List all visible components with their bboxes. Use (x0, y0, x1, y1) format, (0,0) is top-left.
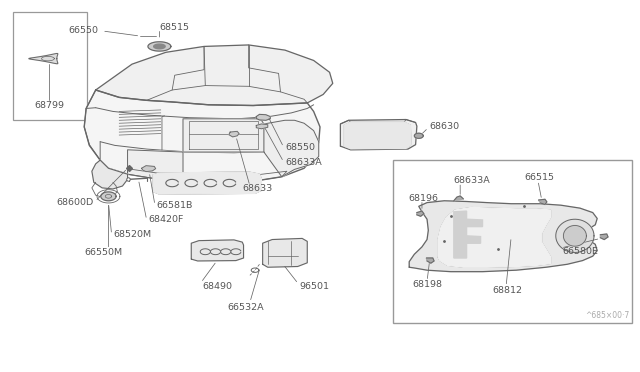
Text: 68600D: 68600D (56, 198, 94, 207)
Polygon shape (454, 211, 483, 258)
Bar (13, 13, 88, 119)
Text: 66580E: 66580E (562, 247, 598, 256)
Polygon shape (417, 211, 424, 216)
Bar (394, 160, 632, 323)
Polygon shape (256, 124, 268, 129)
Text: 68630: 68630 (429, 122, 460, 131)
Polygon shape (414, 133, 423, 138)
Polygon shape (229, 131, 239, 137)
Text: 96501: 96501 (300, 282, 330, 291)
Text: 68515: 68515 (159, 23, 189, 32)
Text: 68799: 68799 (34, 101, 64, 110)
Text: ^685×00·7: ^685×00·7 (585, 311, 629, 320)
Text: 68420F: 68420F (148, 215, 183, 224)
Polygon shape (563, 225, 586, 246)
Text: 66550: 66550 (68, 26, 99, 35)
Polygon shape (92, 160, 127, 189)
Polygon shape (556, 219, 594, 253)
Polygon shape (262, 238, 307, 267)
Polygon shape (153, 172, 261, 194)
Text: 68812: 68812 (492, 286, 522, 295)
Text: 68520M: 68520M (113, 230, 151, 239)
Polygon shape (600, 234, 608, 240)
Text: 66515: 66515 (524, 173, 554, 182)
Polygon shape (183, 119, 264, 152)
Text: 68198: 68198 (412, 280, 442, 289)
Polygon shape (101, 192, 116, 201)
Text: 68196: 68196 (408, 195, 438, 203)
Polygon shape (84, 90, 320, 183)
Text: 68490: 68490 (202, 282, 232, 291)
Text: 68550: 68550 (285, 143, 315, 152)
Polygon shape (141, 166, 156, 171)
Polygon shape (454, 196, 463, 201)
Polygon shape (29, 54, 58, 64)
Polygon shape (340, 119, 417, 150)
Text: 66532A: 66532A (228, 303, 264, 312)
Text: 68633: 68633 (243, 185, 273, 193)
Text: 66581B: 66581B (156, 201, 193, 210)
Polygon shape (409, 201, 597, 272)
Polygon shape (539, 199, 547, 205)
Polygon shape (154, 44, 165, 49)
Polygon shape (127, 150, 183, 179)
Polygon shape (191, 240, 244, 261)
Polygon shape (256, 114, 270, 120)
Polygon shape (96, 45, 333, 106)
Text: 68633A: 68633A (454, 176, 491, 185)
Text: 68633A: 68633A (285, 157, 322, 167)
Polygon shape (426, 258, 434, 263)
Polygon shape (148, 42, 171, 51)
Polygon shape (264, 120, 319, 177)
Text: 66550M: 66550M (84, 248, 122, 257)
Polygon shape (344, 122, 411, 149)
Polygon shape (438, 208, 550, 267)
